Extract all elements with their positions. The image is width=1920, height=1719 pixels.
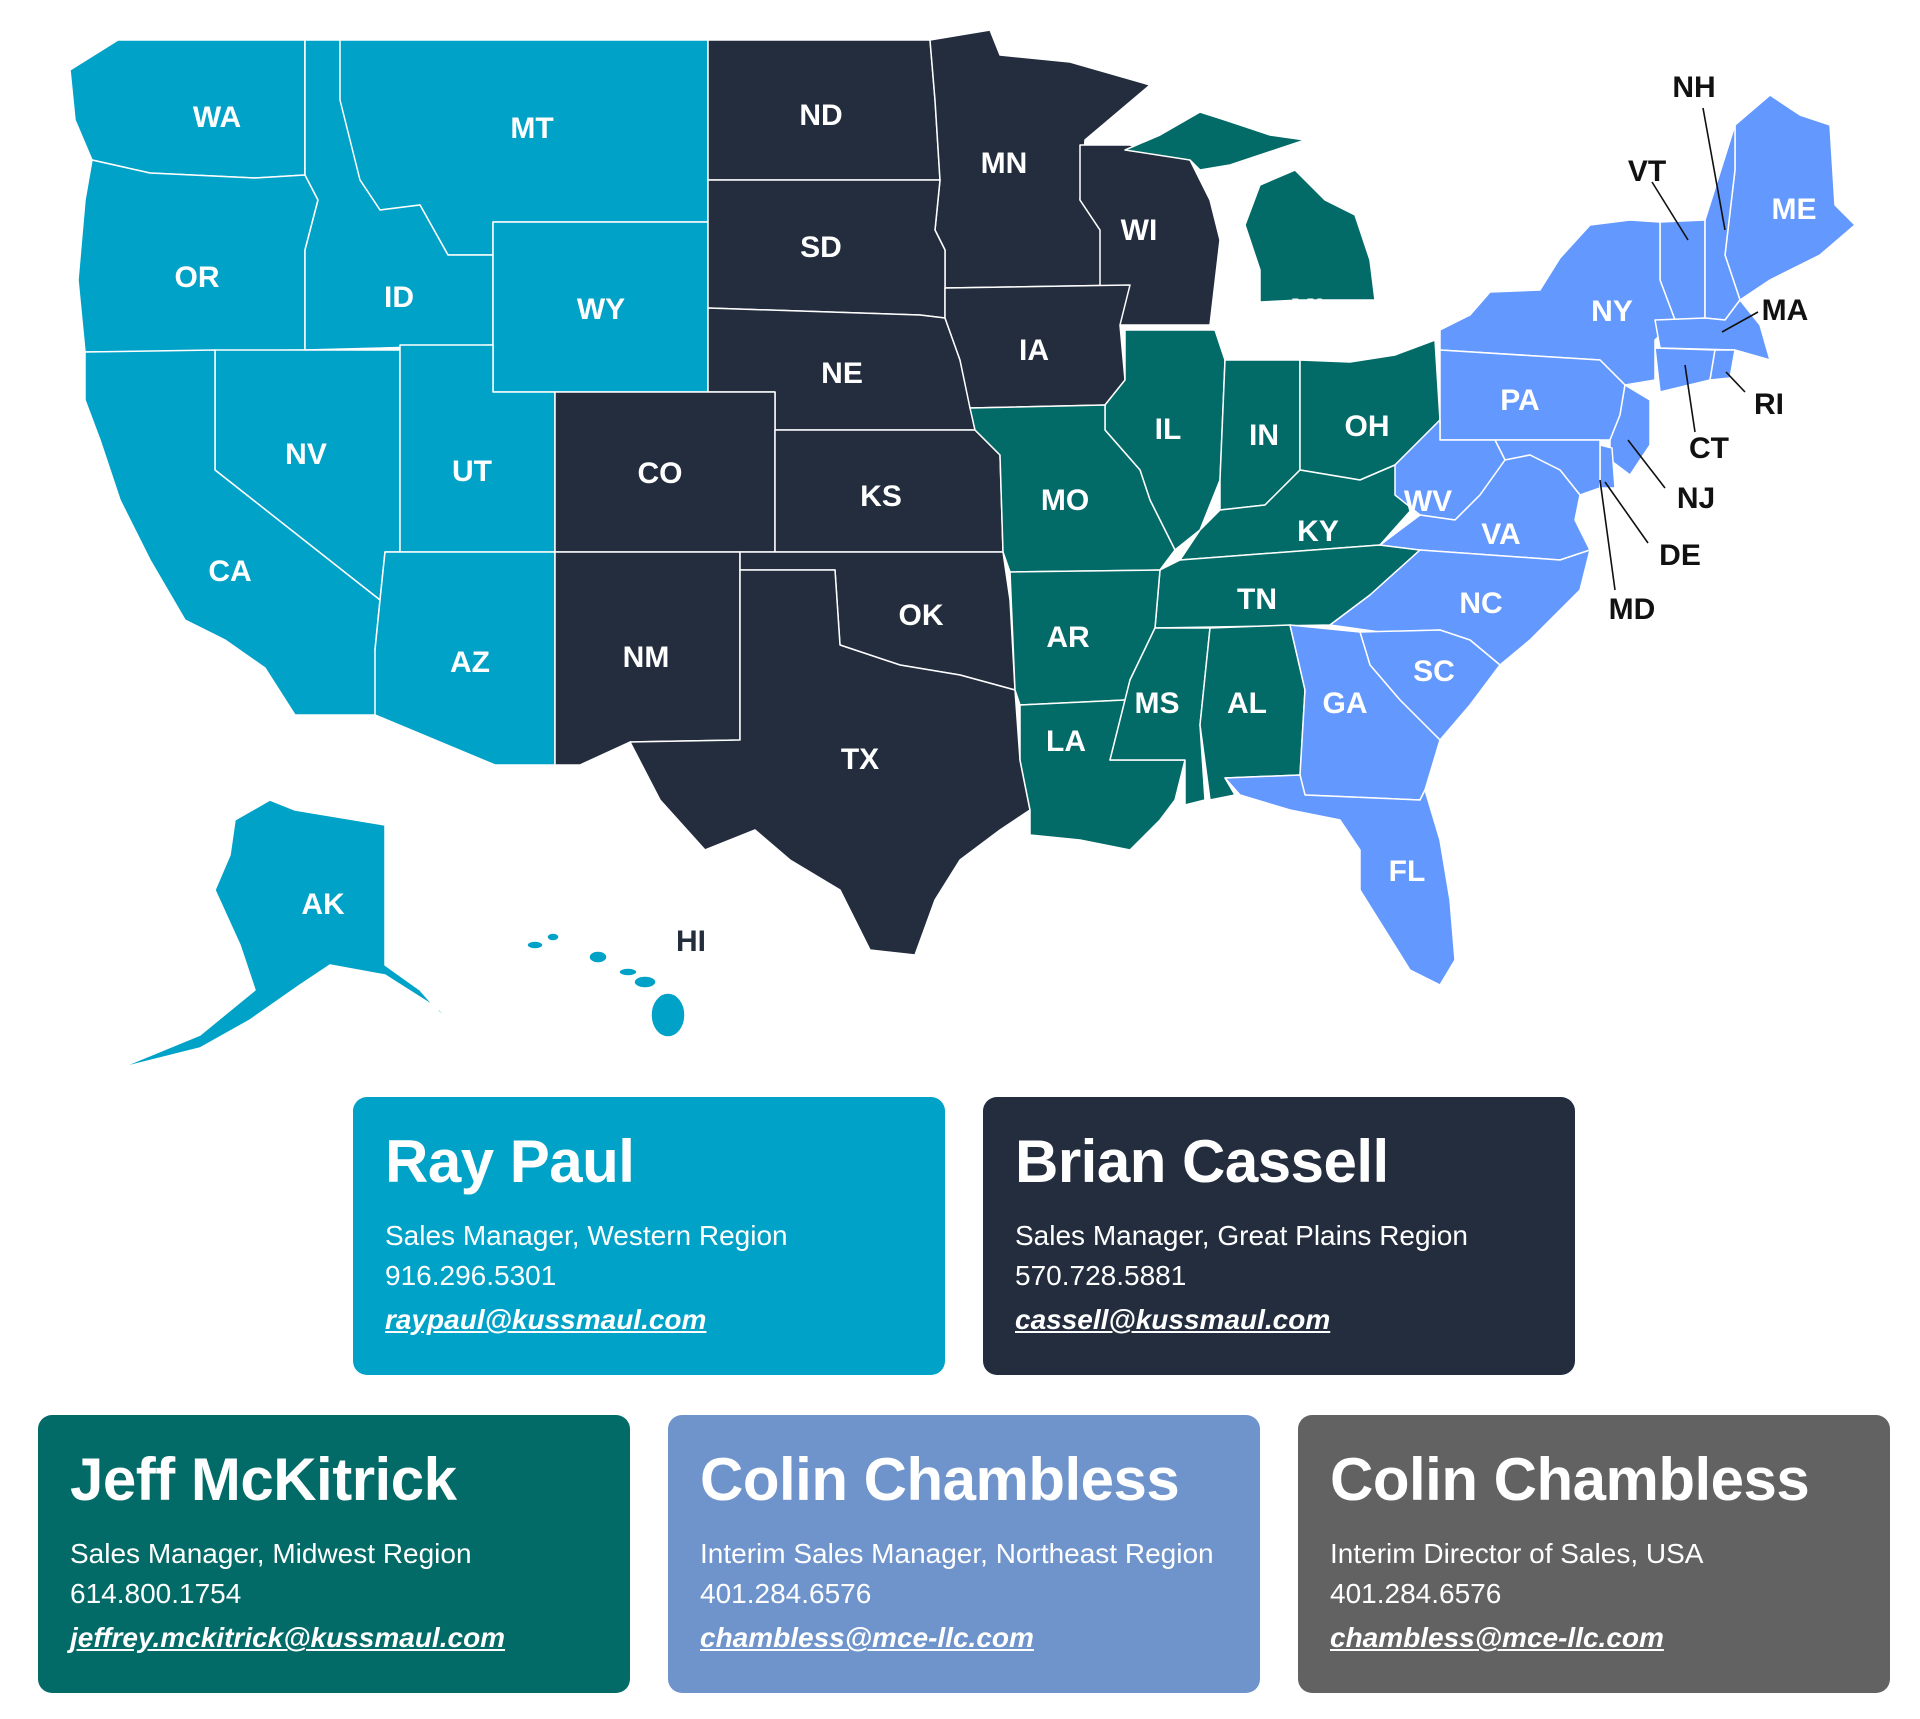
contact-email-link[interactable]: cassell@kussmaul.com bbox=[1015, 1304, 1331, 1335]
state-label-FL: FL bbox=[1389, 855, 1426, 888]
contact-phone[interactable]: 570.728.5881 bbox=[1015, 1260, 1187, 1291]
state-AK[interactable] bbox=[119, 799, 456, 1069]
contact-email-link[interactable]: chambless@mce-llc.com bbox=[1330, 1622, 1664, 1653]
contact-title: Interim Sales Manager, Northeast Region bbox=[700, 1538, 1214, 1569]
state-MS[interactable] bbox=[1109, 627, 1211, 806]
state-label-MS: MS bbox=[1135, 687, 1180, 720]
state-label-TX: TX bbox=[841, 743, 879, 776]
contact-card-great-plains: Brian Cassell Sales Manager, Great Plain… bbox=[983, 1097, 1575, 1375]
state-shapes bbox=[69, 29, 1856, 1069]
contact-name: Colin Chambless bbox=[1330, 1446, 1810, 1513]
state-label-MO: MO bbox=[1041, 484, 1089, 517]
state-label-ME: ME bbox=[1772, 193, 1817, 226]
state-label-SC: SC bbox=[1413, 655, 1455, 688]
state-label-LA: LA bbox=[1046, 725, 1086, 758]
contact-name: Colin Chambless bbox=[700, 1446, 1180, 1513]
state-callout-label-NJ: NJ bbox=[1677, 482, 1715, 515]
contact-card-usa: Colin Chambless Interim Director of Sale… bbox=[1298, 1415, 1890, 1693]
contact-name: Brian Cassell bbox=[1015, 1128, 1389, 1195]
state-label-SD: SD bbox=[800, 231, 842, 264]
state-callout-label-VT: VT bbox=[1628, 155, 1666, 188]
state-label-NV: NV bbox=[285, 438, 327, 471]
state-callout-label-RI: RI bbox=[1754, 388, 1784, 421]
state-callout-label-MD: MD bbox=[1609, 593, 1656, 626]
state-label-NM: NM bbox=[623, 641, 670, 674]
state-label-AZ: AZ bbox=[450, 646, 490, 679]
state-callout-label-DE: DE bbox=[1659, 539, 1701, 572]
state-label-CA: CA bbox=[208, 555, 251, 588]
state-label-CO: CO bbox=[638, 457, 683, 490]
state-MI[interactable] bbox=[1244, 169, 1376, 303]
state-label-WY: WY bbox=[577, 293, 625, 326]
state-label-WI: WI bbox=[1121, 214, 1158, 247]
contact-phone[interactable]: 401.284.6576 bbox=[1330, 1578, 1502, 1609]
state-label-ND: ND bbox=[799, 99, 842, 132]
contact-title: Sales Manager, Great Plains Region bbox=[1015, 1220, 1468, 1251]
contact-phone[interactable]: 401.284.6576 bbox=[700, 1578, 872, 1609]
state-label-WV: WV bbox=[1404, 485, 1452, 518]
state-callout-label-CT: CT bbox=[1689, 432, 1729, 465]
state-label-VA: VA bbox=[1481, 518, 1520, 551]
contact-email-link[interactable]: raypaul@kussmaul.com bbox=[385, 1304, 707, 1335]
state-label-KY: KY bbox=[1297, 515, 1339, 548]
contact-title: Sales Manager, Western Region bbox=[385, 1220, 788, 1251]
state-label-NE: NE bbox=[821, 357, 863, 390]
state-CA[interactable] bbox=[84, 349, 386, 716]
contact-name: Ray Paul bbox=[385, 1128, 635, 1195]
state-label-PA: PA bbox=[1500, 384, 1539, 417]
contact-card-midwest: Jeff McKitrick Sales Manager, Midwest Re… bbox=[38, 1415, 630, 1693]
state-TX[interactable] bbox=[629, 569, 1031, 956]
state-label-OH: OH bbox=[1345, 410, 1390, 443]
state-label-IL: IL bbox=[1155, 413, 1182, 446]
state-label-OK: OK bbox=[899, 599, 944, 632]
state-label-NY: NY bbox=[1591, 295, 1633, 328]
state-label-NC: NC bbox=[1459, 587, 1502, 620]
state-labels: WA MT OR ID WY NV UT CA AZ AK ND MN SD WI NE IA CO KS NM OK… bbox=[175, 71, 1817, 958]
state-label-IN: IN bbox=[1249, 419, 1279, 452]
state-label-WA: WA bbox=[193, 101, 241, 134]
state-label-GA: GA bbox=[1323, 687, 1368, 720]
state-callout-label-MA: MA bbox=[1762, 294, 1809, 327]
state-label-OR: OR bbox=[175, 261, 220, 294]
callout-lines bbox=[1599, 107, 1759, 591]
state-OR[interactable] bbox=[77, 159, 319, 353]
contact-card-northeast: Colin Chambless Interim Sales Manager, N… bbox=[668, 1415, 1260, 1693]
state-NJ[interactable] bbox=[1609, 384, 1651, 476]
contact-email-link[interactable]: chambless@mce-llc.com bbox=[700, 1622, 1034, 1653]
state-label-MN: MN bbox=[981, 147, 1028, 180]
state-WA[interactable] bbox=[69, 39, 306, 179]
state-label-AL: AL bbox=[1227, 687, 1267, 720]
state-MI-upper[interactable] bbox=[1124, 111, 1306, 171]
state-label-IA: IA bbox=[1019, 334, 1049, 367]
contact-title: Sales Manager, Midwest Region bbox=[70, 1538, 472, 1569]
state-label-AR: AR bbox=[1046, 621, 1090, 654]
state-callout-label-NH: NH bbox=[1672, 71, 1715, 104]
state-HI[interactable] bbox=[526, 932, 686, 1038]
state-DE[interactable] bbox=[1599, 444, 1616, 489]
contact-email-link[interactable]: jeffrey.mckitrick@kussmaul.com bbox=[70, 1622, 506, 1653]
state-label-AK: AK bbox=[301, 888, 345, 921]
state-label-ID: ID bbox=[384, 281, 414, 314]
us-sales-region-map: WA MT OR ID WY NV UT CA AZ AK ND MN SD WI NE IA CO KS NM OK… bbox=[69, 29, 1856, 1069]
state-ID[interactable] bbox=[304, 39, 494, 351]
state-label-TN: TN bbox=[1237, 583, 1277, 616]
state-MO[interactable] bbox=[969, 404, 1176, 573]
contact-phone[interactable]: 614.800.1754 bbox=[70, 1578, 242, 1609]
state-label-MI: MI bbox=[1290, 293, 1323, 326]
contact-card-western: Ray Paul Sales Manager, Western Region 9… bbox=[353, 1097, 945, 1375]
state-RI[interactable] bbox=[1709, 349, 1736, 381]
state-label-KS: KS bbox=[860, 480, 902, 513]
contact-name: Jeff McKitrick bbox=[70, 1446, 457, 1513]
state-callout-label-HI: HI bbox=[676, 925, 706, 958]
state-FL[interactable] bbox=[1224, 774, 1456, 986]
contact-title: Interim Director of Sales, USA bbox=[1330, 1538, 1704, 1569]
state-label-UT: UT bbox=[452, 455, 492, 488]
contact-phone[interactable]: 916.296.5301 bbox=[385, 1260, 557, 1291]
state-label-MT: MT bbox=[510, 112, 553, 145]
